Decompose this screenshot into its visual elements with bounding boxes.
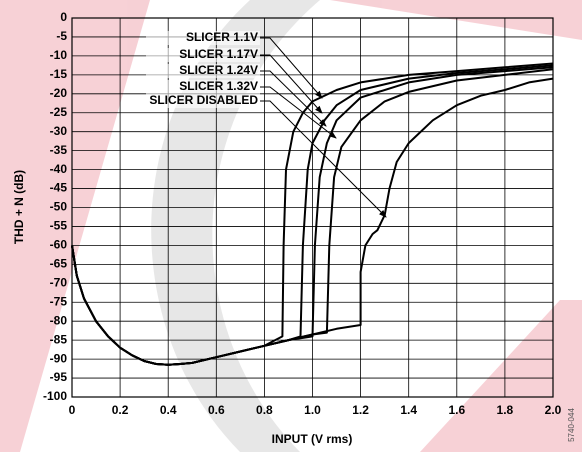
- label-bg: [146, 94, 260, 108]
- x-tick-label: 1.4: [400, 403, 417, 417]
- x-tick-label: 2.0: [545, 403, 562, 417]
- y-tick-label: -25: [50, 105, 68, 119]
- series-label: SLICER 1.17V: [179, 47, 258, 61]
- x-tick-label: 0.8: [256, 403, 273, 417]
- figure-id: 5740-044: [567, 408, 576, 442]
- y-tick-label: -5: [56, 29, 67, 43]
- x-tick-label: 1.8: [497, 403, 514, 417]
- x-tick-label: 0.6: [208, 403, 225, 417]
- label-bg: [146, 80, 260, 94]
- label-bg: [146, 48, 260, 62]
- leader-arrow: [260, 37, 323, 99]
- y-tick-label: -40: [50, 162, 68, 176]
- y-tick-label: -100: [43, 389, 67, 403]
- y-tick-label: 0: [60, 10, 67, 24]
- leader-arrow: [260, 100, 387, 218]
- y-tick-label: -35: [50, 143, 68, 157]
- y-axis-label: THD + N (dB): [12, 170, 26, 244]
- leader-arrow: [260, 86, 337, 139]
- y-tick-label: -20: [50, 86, 68, 100]
- y-tick-label: -95: [50, 370, 68, 384]
- x-tick-label: 1.2: [352, 403, 369, 417]
- series-label: SLICER 1.24V: [179, 63, 258, 77]
- x-tick-label: 0.2: [112, 403, 129, 417]
- y-tick-label: -70: [50, 275, 68, 289]
- y-tick-label: -85: [50, 332, 68, 346]
- y-tick-label: -90: [50, 351, 68, 365]
- y-tick-label: -65: [50, 257, 68, 271]
- y-tick-label: -45: [50, 181, 68, 195]
- x-tick-label: 0.4: [160, 403, 177, 417]
- series-label: SLICER 1.1V: [186, 30, 258, 44]
- y-tick-label: -55: [50, 219, 68, 233]
- x-tick-label: 0: [69, 403, 76, 417]
- label-bg: [146, 31, 260, 45]
- leader-arrow: [260, 54, 323, 114]
- y-tick-label: -60: [50, 238, 68, 252]
- series-label: SLICER 1.32V: [179, 79, 258, 93]
- x-tick-label: 1.6: [448, 403, 465, 417]
- y-tick-label: -10: [50, 48, 68, 62]
- leader-arrow: [260, 70, 327, 127]
- x-axis-label: INPUT (V rms): [272, 432, 353, 446]
- y-tick-label: -15: [50, 67, 68, 81]
- y-tick-label: -80: [50, 313, 68, 327]
- curve: [71, 77, 554, 366]
- y-tick-label: -50: [50, 200, 68, 214]
- y-tick-label: -30: [50, 124, 68, 138]
- label-bg: [146, 64, 260, 78]
- series-label: SLICER DISABLED: [149, 93, 258, 107]
- y-tick-label: -75: [50, 294, 68, 308]
- x-tick-label: 1.0: [304, 403, 321, 417]
